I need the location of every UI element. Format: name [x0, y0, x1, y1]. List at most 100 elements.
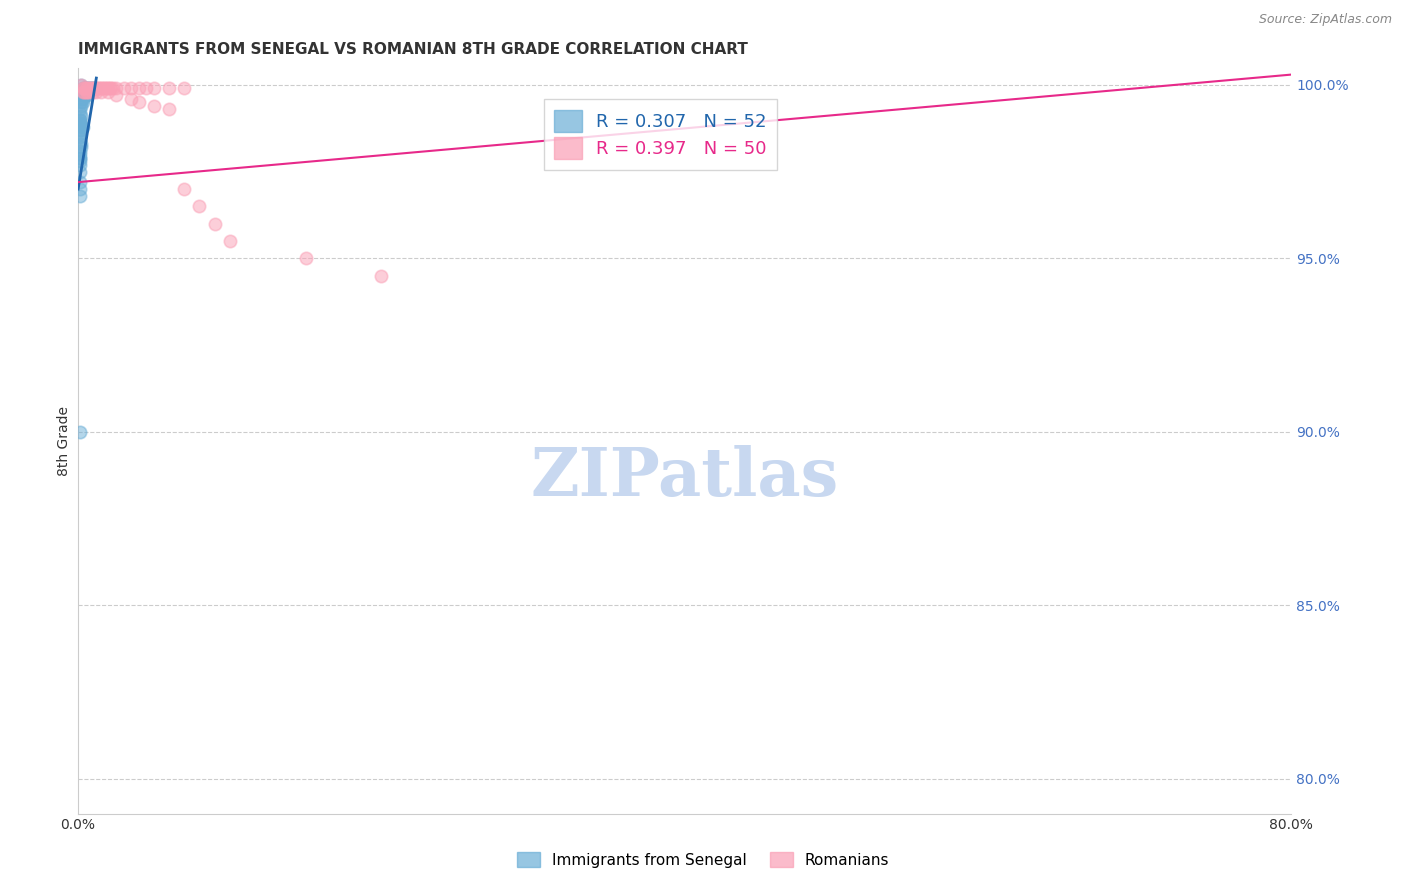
Point [69, 112, 91, 127]
Point [70, 109, 93, 123]
Point [72, 92, 94, 106]
Point [80, 81, 103, 95]
Point [83, 81, 105, 95]
Point [79, 81, 101, 95]
Point [69, 103, 91, 117]
Point [93, 81, 115, 95]
Point [173, 81, 195, 95]
Point [72, 81, 94, 95]
Point [72, 95, 94, 110]
Point [72, 85, 94, 99]
Point [188, 199, 211, 213]
Point [76, 81, 98, 95]
Point [97, 81, 120, 95]
Point [77, 85, 100, 99]
Point [82, 81, 104, 95]
Point [90, 81, 112, 95]
Point [98, 81, 121, 95]
Point [70, 120, 93, 134]
Point [69, 189, 91, 203]
Point [77, 85, 100, 99]
Point [77, 81, 100, 95]
Point [73, 81, 96, 95]
Point [204, 217, 226, 231]
Point [72, 85, 94, 99]
Point [69, 147, 91, 161]
Point [86, 81, 108, 95]
Text: ZIPatlas: ZIPatlas [530, 445, 839, 510]
Point [72, 81, 94, 95]
Point [173, 182, 195, 196]
Point [94, 81, 117, 95]
Point [157, 81, 180, 95]
Point [70, 78, 93, 92]
Point [97, 85, 120, 99]
Point [69, 112, 91, 127]
Point [73, 81, 96, 95]
Point [142, 99, 165, 113]
Point [120, 81, 142, 95]
Point [75, 85, 97, 99]
Point [82, 85, 104, 99]
Point [70, 99, 93, 113]
Point [218, 234, 240, 248]
Point [79, 81, 101, 95]
Point [69, 175, 91, 189]
Point [70, 140, 93, 154]
Point [87, 81, 110, 95]
Point [69, 165, 91, 179]
Point [69, 151, 91, 165]
Point [69, 144, 91, 158]
Point [135, 81, 157, 95]
Point [70, 85, 93, 99]
Point [91, 81, 114, 95]
Point [75, 81, 97, 95]
Point [69, 127, 91, 141]
Point [90, 85, 112, 99]
Point [69, 116, 91, 130]
Point [75, 85, 97, 99]
Point [70, 78, 93, 92]
Point [75, 81, 97, 95]
Point [72, 88, 94, 103]
Point [72, 120, 94, 134]
Point [73, 85, 96, 99]
Point [69, 182, 91, 196]
Point [101, 81, 124, 95]
Point [69, 151, 91, 165]
Point [69, 134, 91, 148]
Point [128, 95, 150, 110]
Point [73, 85, 96, 99]
Point [89, 81, 111, 95]
Point [105, 88, 128, 103]
Point [75, 88, 97, 103]
Point [70, 136, 93, 151]
Point [70, 95, 93, 110]
Point [73, 88, 96, 103]
Point [128, 81, 150, 95]
Point [120, 92, 142, 106]
Point [142, 81, 165, 95]
Text: IMMIGRANTS FROM SENEGAL VS ROMANIAN 8TH GRADE CORRELATION CHART: IMMIGRANTS FROM SENEGAL VS ROMANIAN 8TH … [79, 42, 748, 57]
Point [112, 81, 135, 95]
Point [76, 85, 98, 99]
Point [82, 81, 104, 95]
Point [86, 85, 108, 99]
Point [100, 81, 122, 95]
Point [69, 105, 91, 120]
Point [294, 252, 316, 266]
Point [96, 81, 118, 95]
Text: Source: ZipAtlas.com: Source: ZipAtlas.com [1258, 13, 1392, 27]
Point [157, 103, 180, 117]
Point [69, 116, 91, 130]
Point [76, 81, 98, 95]
Point [69, 123, 91, 137]
Point [76, 88, 98, 103]
Legend: R = 0.307   N = 52, R = 0.397   N = 50: R = 0.307 N = 52, R = 0.397 N = 50 [544, 99, 778, 170]
Point [70, 92, 93, 106]
Point [83, 81, 105, 95]
Point [69, 425, 91, 439]
Point [77, 81, 100, 95]
Point [105, 81, 128, 95]
Point [80, 81, 103, 95]
